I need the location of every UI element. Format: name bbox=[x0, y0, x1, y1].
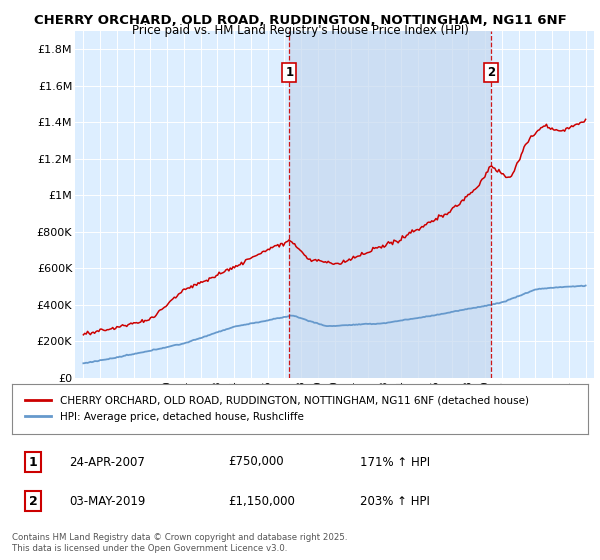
Bar bbox=[289, 31, 491, 378]
Text: 2: 2 bbox=[487, 66, 495, 78]
Text: 171% ↑ HPI: 171% ↑ HPI bbox=[360, 455, 430, 469]
Text: 2: 2 bbox=[29, 494, 37, 508]
Text: £750,000: £750,000 bbox=[228, 455, 284, 469]
Text: 1: 1 bbox=[29, 455, 37, 469]
Text: Price paid vs. HM Land Registry's House Price Index (HPI): Price paid vs. HM Land Registry's House … bbox=[131, 24, 469, 37]
Text: 24-APR-2007: 24-APR-2007 bbox=[69, 455, 145, 469]
Text: 03-MAY-2019: 03-MAY-2019 bbox=[69, 494, 145, 508]
Text: CHERRY ORCHARD, OLD ROAD, RUDDINGTON, NOTTINGHAM, NG11 6NF: CHERRY ORCHARD, OLD ROAD, RUDDINGTON, NO… bbox=[34, 14, 566, 27]
Text: £1,150,000: £1,150,000 bbox=[228, 494, 295, 508]
Text: Contains HM Land Registry data © Crown copyright and database right 2025.
This d: Contains HM Land Registry data © Crown c… bbox=[12, 533, 347, 553]
Text: 203% ↑ HPI: 203% ↑ HPI bbox=[360, 494, 430, 508]
Text: 1: 1 bbox=[286, 66, 293, 78]
Legend: CHERRY ORCHARD, OLD ROAD, RUDDINGTON, NOTTINGHAM, NG11 6NF (detached house), HPI: CHERRY ORCHARD, OLD ROAD, RUDDINGTON, NO… bbox=[20, 390, 534, 427]
